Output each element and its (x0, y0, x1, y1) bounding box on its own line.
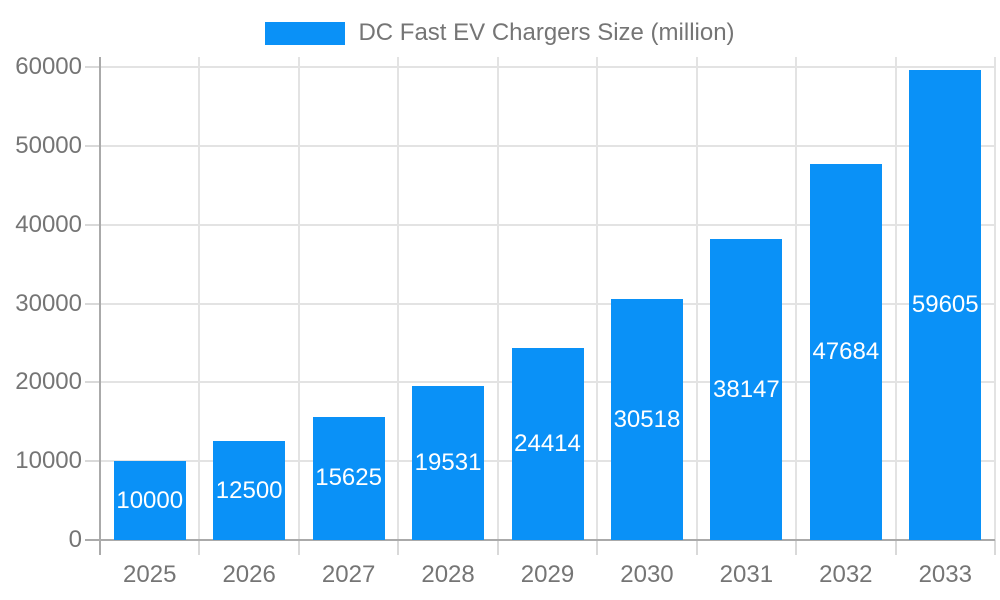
y-tick-label: 20000 (15, 368, 82, 396)
x-tick (795, 540, 798, 555)
x-tick (397, 540, 400, 555)
bar (809, 164, 882, 540)
y-tick (85, 66, 100, 68)
bar-value-label: 47684 (812, 338, 880, 366)
bar-value-label: 12500 (215, 476, 283, 504)
bar (312, 416, 385, 540)
legend-item[interactable]: DC Fast EV Chargers Size (million) (0, 19, 1000, 47)
x-tick-label: 2027 (321, 561, 376, 588)
h-gridline (100, 144, 995, 147)
x-tick (496, 540, 499, 555)
bar (213, 441, 286, 540)
x-tick-label: 2026 (222, 561, 276, 588)
bar (909, 70, 982, 540)
x-tick (994, 540, 996, 555)
v-gridline (496, 57, 499, 540)
x-tick-label: 2033 (918, 561, 972, 588)
y-tick (85, 302, 100, 305)
h-gridline (100, 66, 995, 68)
h-gridline (100, 302, 995, 305)
x-tick (297, 540, 300, 555)
x-tick (695, 540, 698, 555)
y-tick-label: 30000 (15, 289, 82, 317)
bar (511, 347, 584, 540)
bar (412, 386, 485, 540)
v-gridline (795, 57, 798, 540)
legend-label: DC Fast EV Chargers Size (million) (358, 19, 735, 46)
x-tick (894, 540, 897, 555)
x-tick-label: 2028 (421, 561, 475, 588)
y-tick (85, 460, 100, 463)
y-tick-label: 0 (68, 526, 82, 553)
v-gridline (297, 57, 300, 540)
y-tick-label: 50000 (15, 131, 82, 159)
y-axis-line (99, 57, 101, 555)
y-tick (85, 144, 100, 147)
bar-value-label: 15625 (315, 464, 382, 492)
x-tick (596, 540, 599, 555)
y-tick-label: 60000 (15, 53, 82, 80)
v-gridline (695, 57, 698, 540)
bar-value-label: 38147 (713, 375, 780, 403)
bar-value-label: 19531 (414, 449, 482, 476)
y-tick (85, 381, 100, 384)
x-tick-label: 2030 (620, 561, 674, 588)
bar (710, 239, 783, 540)
y-tick-label: 10000 (15, 447, 82, 475)
legend-swatch-icon (265, 21, 346, 45)
bar (113, 461, 186, 540)
bar-value-label: 10000 (116, 486, 184, 514)
v-gridline (894, 57, 897, 540)
x-tick-label: 2032 (819, 561, 873, 588)
x-tick-label: 2031 (719, 561, 774, 588)
v-gridline (397, 57, 400, 540)
v-gridline (198, 57, 201, 540)
x-axis-line (85, 539, 995, 541)
x-tick-label: 2029 (520, 561, 575, 588)
y-tick (85, 223, 100, 226)
bar-value-label: 24414 (514, 429, 581, 457)
bar-value-label: 30518 (613, 405, 681, 433)
x-tick (198, 540, 201, 555)
h-gridline (100, 223, 995, 226)
v-gridline (994, 57, 996, 540)
bar-value-label: 59605 (911, 291, 979, 319)
x-tick-label: 2025 (123, 561, 177, 588)
v-gridline (596, 57, 599, 540)
y-tick-label: 40000 (15, 210, 82, 238)
bar (610, 299, 683, 540)
